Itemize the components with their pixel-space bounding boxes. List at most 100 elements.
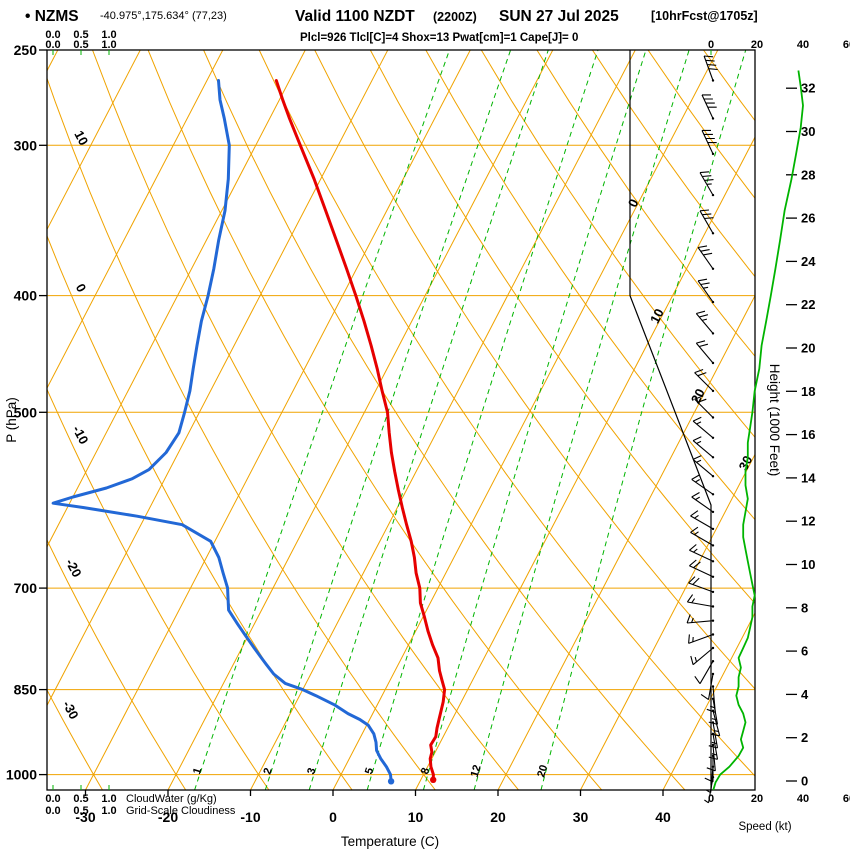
wind-barb-station-dot <box>711 575 715 578</box>
station-coords: -40.975°,175.634° (77,23) <box>100 10 227 22</box>
mixing-ratio-lines <box>194 50 747 790</box>
isotherm-line <box>250 50 636 790</box>
dry-adiabat-line <box>92 50 519 790</box>
sounding-parameters: Plcl=926 Tlcl[C]=4 Shox=13 Pwat[cm]=1 Ca… <box>300 32 578 44</box>
height-tick-label: 14 <box>801 470 816 485</box>
isotherm-line <box>580 453 755 790</box>
mixing-ratio-line <box>540 50 747 790</box>
wind-barb <box>690 526 714 546</box>
wind-barb <box>706 686 716 713</box>
mixing-ratio-line <box>366 50 599 790</box>
pressure-tick-label: 400 <box>14 288 38 304</box>
dry-adiabat-label: -10 <box>70 423 92 447</box>
dewpoint-curve-surface-dot <box>387 778 395 785</box>
dewpoint-curve <box>51 79 393 783</box>
wind-barb-station-dot <box>711 436 715 439</box>
pressure-axis: 250 300 400 500 700 850 1000 <box>6 42 47 783</box>
wind-barb-station-dot <box>711 193 715 197</box>
speed-tick-label-top: 60 <box>843 39 850 51</box>
forecast-info: [10hrFcst@1705z] <box>651 9 758 23</box>
cloud-axes: 0.00.00.00.00.50.50.50.51.01.01.01.0 <box>45 29 116 817</box>
cloudiness-tick-label-bottom: 0.0 <box>45 805 60 817</box>
speed-tick-label-top: 40 <box>797 39 809 51</box>
wind-barb-station-dot <box>711 300 715 304</box>
cloudiness-tick-label-top: 1.0 <box>101 39 116 51</box>
height-tick-label: 20 <box>801 341 815 356</box>
mixing-ratio-line <box>308 50 549 790</box>
height-tick-label: 30 <box>801 124 815 139</box>
cloudwater-tick-label-top: 1.0 <box>101 29 116 41</box>
wind-barb <box>695 340 714 364</box>
wind-barb <box>699 171 714 196</box>
wind-barb <box>700 673 714 701</box>
wind-barb <box>686 614 714 624</box>
pressure-tick-label: 700 <box>14 580 38 596</box>
dry-adiabat-line <box>591 50 755 278</box>
wind-speed-curve <box>712 70 804 791</box>
isotherm-line <box>332 50 719 790</box>
wind-barb <box>697 278 714 303</box>
dry-adiabat-line <box>314 50 755 690</box>
wind-barbs <box>686 55 721 804</box>
speed-tick-label-bottom: 20 <box>751 793 763 805</box>
temp-tick-label: 40 <box>655 809 671 825</box>
wind-barb-station-dot <box>711 743 715 747</box>
wind-barb <box>708 733 719 760</box>
temperature-curve <box>274 79 447 782</box>
mixing-ratio-line <box>473 50 690 790</box>
valid-time-utc: (2200Z) <box>433 10 477 24</box>
wind-barb-station-dot <box>711 646 715 650</box>
isotherm-line <box>47 50 224 390</box>
height-tick-label: 18 <box>801 384 815 399</box>
temp-tick-label: -10 <box>240 809 260 825</box>
height-tick-label: 4 <box>801 687 809 702</box>
pressure-tick-label: 500 <box>14 404 38 420</box>
wind-barb-station-dot <box>711 493 715 496</box>
wind-barb-station-dot <box>711 619 715 622</box>
dry-adiabat-line <box>480 50 755 439</box>
dry-adiabat-line <box>47 388 270 790</box>
wind-barb-station-dot <box>711 605 715 608</box>
cloudwater-tick-label-bottom: 1.0 <box>101 793 116 805</box>
pressure-axis-label: P (hPa) <box>4 397 19 443</box>
cloudiness-tick-label-top: 0.0 <box>45 39 60 51</box>
wind-barb-station-dot <box>711 475 715 478</box>
dry-adiabat-line <box>147 50 603 790</box>
speed-tick-label-top: 0 <box>708 39 714 51</box>
height-tick-label: 12 <box>801 514 815 529</box>
isotherm-label: 30 <box>736 453 756 473</box>
dry-adiabat-line <box>203 50 686 790</box>
height-tick-label: 10 <box>801 557 815 572</box>
isotherm-label: 0 <box>625 196 642 209</box>
cloudwater-tick-label-top: 0.5 <box>73 29 88 41</box>
dry-adiabat-line <box>425 50 755 521</box>
wind-barb-station-dot <box>711 152 715 156</box>
isotherm-line <box>662 611 755 790</box>
wind-barb-station-dot <box>711 232 715 235</box>
isotherm-line <box>497 294 755 790</box>
wind-barb-station-dot <box>711 416 715 419</box>
valid-time: Valid 1100 NZDT <box>295 8 415 25</box>
wind-barb <box>689 559 714 578</box>
mixing-ratio-label: 3 <box>305 766 318 775</box>
wind-barb-station-dot <box>711 267 715 270</box>
speed-tick-label-bottom: 60 <box>843 793 850 805</box>
mixing-ratio-line <box>422 50 647 790</box>
isotherm-line <box>167 50 554 790</box>
temperature-curve-surface-dot <box>430 776 437 783</box>
wind-barb <box>690 510 714 530</box>
height-tick-label: 24 <box>801 254 816 269</box>
wind-barb <box>695 310 714 334</box>
wind-barb-station-dot <box>711 510 715 514</box>
wind-barb-station-dot <box>711 590 715 594</box>
pressure-tick-label: 850 <box>14 682 38 698</box>
cloudwater-axis-label: CloudWater (g/Kg) <box>126 793 217 805</box>
wind-barb-station-dot <box>711 456 715 459</box>
pressure-tick-label: 300 <box>14 137 38 153</box>
dry-adiabat-line <box>47 234 353 790</box>
height-tick-label: 2 <box>801 730 808 745</box>
isotherm-line <box>415 136 755 790</box>
wind-barb <box>694 368 714 392</box>
